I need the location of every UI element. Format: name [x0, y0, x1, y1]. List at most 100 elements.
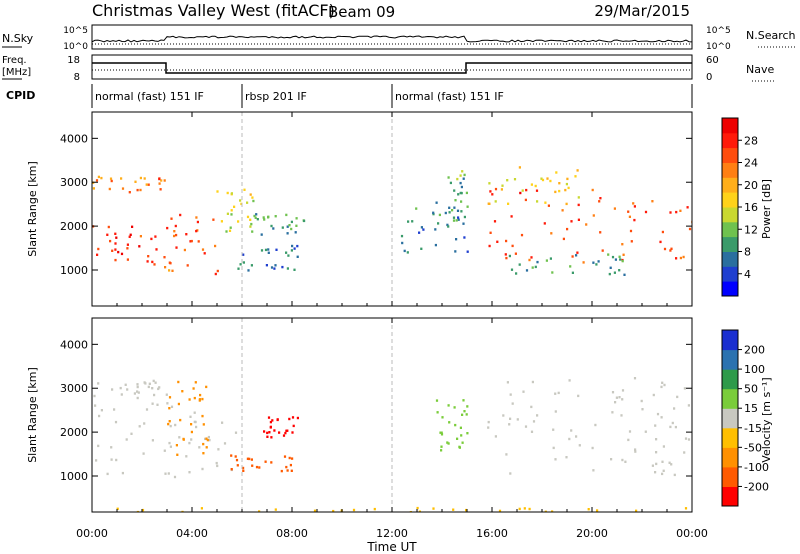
heatmap-cell	[280, 469, 283, 473]
nsearch-label: N.Search	[746, 29, 796, 42]
heatmap-cell	[508, 254, 511, 258]
heatmap-cell	[448, 206, 451, 209]
heatmap-cell	[166, 402, 169, 405]
heatmap-cell	[249, 218, 252, 221]
heatmap-cell	[435, 201, 438, 204]
heatmap-cell	[454, 199, 457, 202]
heatmap-cell	[568, 379, 571, 382]
heatmap-cell	[562, 237, 565, 241]
y-tick-label: 1000	[60, 470, 88, 483]
heatmap-cell	[110, 179, 113, 183]
heatmap-cell	[234, 455, 237, 458]
heatmap-cell	[466, 205, 469, 208]
heatmap-cell	[291, 244, 294, 248]
heatmap-cell	[463, 236, 466, 239]
colorbar-tick-label: 100	[744, 363, 765, 376]
heatmap-cell	[246, 201, 249, 204]
heatmap-cell	[250, 458, 253, 461]
colorbar-tick-label: 200	[744, 344, 765, 357]
heatmap-cell	[270, 461, 273, 464]
heatmap-cell	[461, 413, 464, 416]
heatmap-cell	[256, 218, 259, 221]
colorbar-swatch	[722, 466, 738, 487]
heatmap-cell	[564, 188, 567, 192]
heatmap-cell	[114, 258, 117, 262]
heatmap-cell	[554, 392, 557, 395]
heatmap-cell	[654, 471, 657, 474]
heatmap-cell	[111, 388, 114, 391]
heatmap-cell	[558, 182, 561, 185]
heatmap-cell	[599, 231, 602, 234]
heatmap-cell	[585, 223, 588, 226]
heatmap-cell	[250, 222, 253, 226]
heatmap-cell	[230, 213, 233, 216]
heatmap-cell	[459, 426, 462, 429]
heatmap-cell	[274, 264, 277, 267]
heatmap-cell	[129, 233, 132, 236]
heatmap-cell	[265, 264, 268, 267]
heatmap-cell	[463, 215, 466, 219]
heatmap-cell	[136, 383, 139, 386]
heatmap-cell	[181, 390, 184, 393]
heatmap-cell	[282, 434, 286, 437]
heatmap-cell	[456, 177, 459, 181]
heatmap-cell	[258, 466, 261, 469]
heatmap-cell	[494, 435, 497, 438]
heatmap-cell	[411, 220, 414, 223]
heatmap-cell	[189, 240, 192, 243]
heatmap-cell	[225, 230, 228, 233]
heatmap-cell	[274, 508, 277, 511]
heatmap-cell	[242, 253, 245, 256]
heatmap-cell	[624, 460, 627, 463]
heatmap-cell	[688, 227, 692, 231]
heatmap-cell	[567, 186, 570, 190]
heatmap-cell	[242, 261, 245, 264]
heatmap-cell	[145, 408, 149, 411]
heatmap-cell	[176, 453, 179, 456]
colorbar-swatch	[722, 207, 738, 223]
colorbar-tick-label: 8	[744, 246, 751, 259]
heatmap-cell	[97, 444, 100, 448]
heatmap-cell	[547, 204, 550, 207]
heatmap-cell	[152, 379, 155, 383]
heatmap-cell	[106, 233, 109, 236]
nsky-tick-top: 10^5	[63, 26, 88, 36]
colorbar-frame	[721, 329, 739, 507]
heatmap-cell	[488, 244, 491, 248]
heatmap-cell	[97, 382, 100, 385]
colorbar-swatch	[722, 447, 738, 468]
heatmap-cell	[111, 249, 114, 252]
heatmap-cell	[543, 222, 546, 225]
heatmap-cell	[570, 220, 573, 223]
colorbar-swatch	[722, 162, 738, 178]
colorbar-tick-label: 12	[744, 223, 758, 236]
heatmap-cell	[686, 206, 689, 209]
heatmap-cell	[592, 214, 595, 217]
heatmap-cell	[136, 396, 139, 400]
heatmap-cell	[116, 507, 119, 510]
freq-trace	[92, 62, 692, 74]
heatmap-cell	[660, 416, 663, 419]
heatmap-cell	[633, 377, 637, 380]
heatmap-cell	[466, 405, 469, 408]
heatmap-cell	[454, 250, 457, 253]
heatmap-cell	[188, 471, 191, 474]
heatmap-cell	[465, 413, 468, 416]
heatmap-cell	[448, 211, 451, 214]
heatmap-cell	[164, 472, 167, 475]
velocity-heatmap	[93, 318, 691, 512]
heatmap-cell	[514, 252, 517, 255]
power-y-ticks: 1000 2000 3000 4000	[60, 132, 692, 277]
heatmap-cell	[267, 248, 270, 251]
heatmap-cell	[662, 445, 665, 448]
heatmap-cell	[506, 381, 509, 384]
heatmap-cell	[629, 229, 633, 233]
heatmap-cell	[679, 256, 682, 260]
heatmap-cell	[126, 258, 129, 261]
heatmap-cell	[120, 393, 123, 396]
heatmap-cell	[434, 228, 437, 231]
heatmap-cell	[120, 177, 123, 180]
heatmap-cell	[496, 240, 499, 243]
heatmap-cell	[531, 266, 534, 269]
heatmap-cell	[190, 430, 193, 434]
